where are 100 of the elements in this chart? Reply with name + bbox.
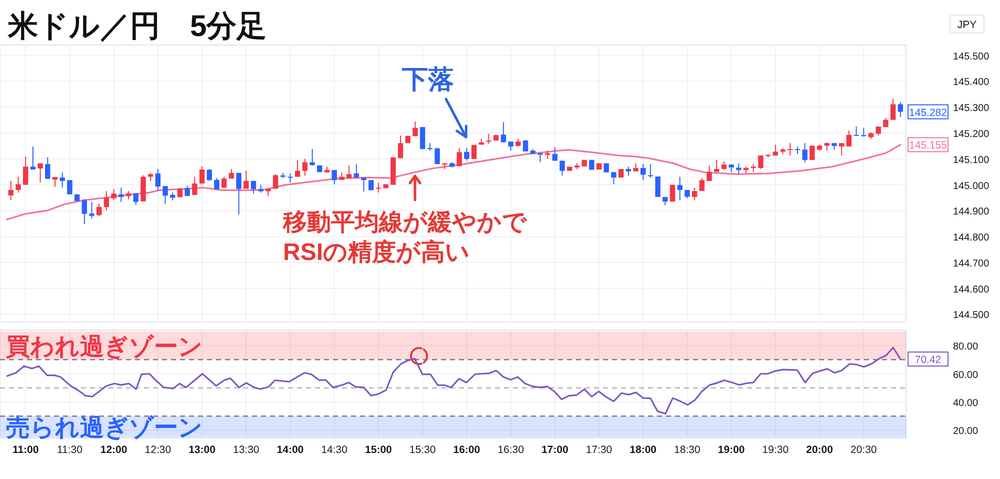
x-tick-label: 17:30 [586,444,612,456]
x-tick-label: 13:00 [188,444,216,456]
candlestick [456,148,462,167]
candlestick [839,142,844,156]
candlestick [376,182,382,194]
candlestick [890,98,896,120]
x-tick-label: 19:30 [762,444,789,456]
candlestick [82,198,87,224]
candlestick [288,172,293,183]
candlestick [464,148,470,162]
candlestick [244,170,249,190]
x-tick-label: 17:00 [541,444,568,456]
x-tick-label: 19:00 [718,444,745,456]
candlestick [38,162,43,183]
y-tick-label: 145.400 [953,77,990,88]
candlestick [8,180,14,201]
candlestick [706,165,712,182]
x-tick-label: 14:30 [321,444,348,456]
candlestick [60,172,65,188]
candlestick [626,166,632,176]
candlestick [471,144,477,160]
candlestick [332,170,337,185]
candlestick [16,176,21,194]
candlestick [655,176,660,198]
y-tick-label: 144.900 [953,206,990,218]
annotation: 145.155 [909,140,948,152]
candlestick [30,146,36,170]
candlestick [184,185,190,196]
candlestick [118,187,124,202]
y-tick-label: 145.000 [953,180,990,192]
y-tick-label: 145.500 [953,51,990,62]
x-tick-label: 18:30 [674,444,701,456]
candlestick [104,190,110,211]
candlestick [192,176,198,196]
candlestick [272,174,278,190]
candlestick [522,140,528,152]
annotation: 70.42 [914,354,942,366]
candlestick [714,159,720,173]
x-tick-label: 16:00 [453,444,480,456]
candlestick [398,135,404,159]
candlestick [810,145,815,160]
candlestick [310,148,315,166]
y-tick-label: 20.00 [953,426,978,438]
y-tick-label: 60.00 [953,370,978,381]
band-label: 買われ過ぎゾーン [5,334,203,361]
candlestick [250,180,256,194]
y-tick-label: 144.500 [953,310,990,322]
chart-title: 米ドル／円 5分足 [7,10,267,43]
candlestick [788,142,793,156]
candlestick [611,172,616,185]
candlestick [302,158,308,176]
y-tick-label: 40.00 [953,398,978,409]
candlestick [420,126,426,150]
candlestick [22,156,28,186]
candlestick [221,176,227,189]
candlestick [692,187,698,201]
candlestick [206,168,212,182]
candlestick [162,186,168,204]
candlestick [361,177,366,192]
x-tick-label: 16:30 [498,444,524,456]
candlestick [508,141,514,152]
x-tick-label: 15:00 [365,444,392,456]
candlestick [846,130,852,147]
x-tick-label: 15:30 [409,444,436,456]
candlestick [758,155,764,170]
candlestick [354,164,359,179]
y-tick-label: 144.800 [953,232,990,244]
candlestick [854,126,859,136]
x-tick-label: 12:00 [100,444,128,456]
candlestick [67,180,72,195]
y-tick-label: 144.700 [953,258,990,270]
x-tick-label: 11:30 [56,444,83,456]
candlestick [155,168,161,192]
candlestick [640,164,646,181]
candlestick [500,122,506,143]
candlestick [560,160,565,176]
candlestick [802,142,808,163]
annotation: 下落 [401,64,454,94]
x-tick-label: 20:00 [806,444,834,456]
candlestick [346,165,352,179]
candlestick [89,201,94,219]
y-tick-label: 145.200 [953,129,990,140]
annotation: 移動平均線が緩やかで RSIの精度が高い [282,209,528,266]
candlestick [876,126,881,136]
candlestick [699,178,705,192]
candlestick [538,152,543,163]
y-axis-title: JPY [957,19,977,31]
candlestick [294,159,300,178]
x-tick-label: 14:00 [276,444,304,456]
y-tick-label: 145.100 [953,154,990,166]
candlestick [45,156,50,180]
candlestick [736,162,742,174]
x-tick-label: 18:00 [630,444,657,456]
candlestick [52,176,58,188]
y-tick-label: 80.00 [953,342,978,353]
x-tick-label: 20:30 [850,444,877,456]
candlestick [412,120,418,137]
candlestick [648,164,654,178]
candlestick [111,188,116,201]
candlestick [898,101,904,118]
